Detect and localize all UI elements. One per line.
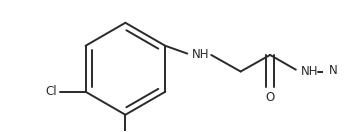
Text: NH: NH <box>301 65 318 78</box>
Text: O: O <box>265 91 275 104</box>
Text: N: N <box>329 64 338 77</box>
Text: Cl: Cl <box>45 85 57 98</box>
Text: NH: NH <box>192 48 209 62</box>
